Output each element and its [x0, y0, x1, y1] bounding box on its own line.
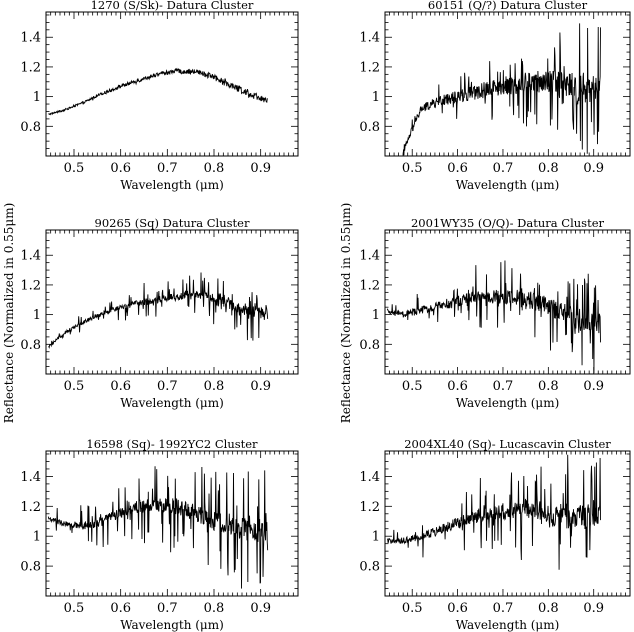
x-tick-label: 0.6 [110, 161, 131, 176]
panel-title: 2001WY35 (O/Q)- Datura Cluster [411, 216, 605, 230]
y-tick-label: 1 [33, 90, 41, 105]
y-tick-label: 1 [33, 308, 41, 323]
y-tick-label: 1 [372, 530, 380, 545]
panel-title: 2004XL40 (Sq)- Lucascavin Cluster [404, 437, 611, 451]
x-axis-label: Wavelength (μm) [456, 618, 560, 632]
panel-title: 60151 (Q/?) Datura Cluster [428, 0, 588, 12]
y-tick-label: 1.2 [359, 500, 380, 515]
y-tick-label: 1.4 [20, 31, 41, 46]
y-tick-label: 1.4 [20, 470, 41, 485]
y-tick-label: 0.8 [20, 120, 41, 135]
x-tick-label: 0.6 [110, 601, 131, 616]
spectrum-line [48, 272, 269, 349]
y-tick-label: 1.4 [359, 31, 380, 46]
x-axis-label: Wavelength (μm) [120, 618, 224, 632]
y-axis-label-right: Reflectance (Normalized in 0.55μm) [339, 203, 353, 424]
x-tick-label: 0.8 [538, 601, 559, 616]
x-tick-label: 0.7 [157, 161, 178, 176]
x-axis-label: Wavelength (μm) [120, 178, 224, 192]
y-tick-label: 1.4 [359, 470, 380, 485]
x-tick-label: 0.8 [204, 601, 225, 616]
x-tick-label: 0.6 [447, 161, 468, 176]
x-tick-label: 0.7 [493, 601, 514, 616]
spectrum-line [48, 67, 268, 116]
x-tick-label: 0.5 [64, 379, 85, 394]
x-tick-label: 0.6 [447, 379, 468, 394]
spectrum-line [47, 466, 269, 589]
panel-6: 2004XL40 (Sq)- Lucascavin Cluster 0.5 0.6 0… [359, 437, 631, 632]
y-tick-label: 1.2 [20, 278, 41, 293]
x-tick-label: 0.8 [538, 161, 559, 176]
y-tick-label: 1.2 [20, 500, 41, 515]
y-tick-label: 1 [33, 530, 41, 545]
x-axis-label: Wavelength (μm) [456, 178, 560, 192]
y-tick-label: 1.2 [359, 60, 380, 75]
y-tick-label: 0.8 [359, 560, 380, 575]
x-tick-label: 0.8 [204, 379, 225, 394]
x-tick-label: 0.8 [204, 161, 225, 176]
panel-title: 90265 (Sq) Datura Cluster [95, 216, 250, 230]
x-tick-label: 0.9 [583, 379, 604, 394]
panel-2: 60151 (Q/?) Datura Cluster 0.5 0.6 0.7 0.8 0.… [359, 0, 631, 192]
x-tick-label: 0.5 [402, 379, 423, 394]
x-tick-label: 0.6 [110, 379, 131, 394]
panel-3: 90265 (Sq) Datura Cluster 0.5 0.6 0.7 0.8 0.9… [20, 216, 299, 410]
panels-group: 1270 (S/Sk)- Datura Cluster 0.5 0.6 0.7 0.8 0… [20, 0, 631, 632]
x-tick-label: 0.9 [583, 161, 604, 176]
y-tick-label: 1.2 [359, 278, 380, 293]
y-tick-label: 0.8 [20, 338, 41, 353]
y-tick-label: 1 [372, 308, 380, 323]
x-tick-label: 0.8 [538, 379, 559, 394]
panel-1: 1270 (S/Sk)- Datura Cluster 0.5 0.6 0.7 0.8 0… [20, 0, 299, 192]
panel-5: 16598 (Sq)- 1992YC2 Cluster 0.5 0.6 0.7 0.8 0… [20, 437, 299, 632]
panel-title: 16598 (Sq)- 1992YC2 Cluster [86, 437, 258, 451]
y-tick-label: 0.8 [20, 560, 41, 575]
y-tick-label: 1 [372, 90, 380, 105]
panel-title: 1270 (S/Sk)- Datura Cluster [91, 0, 254, 12]
y-axis-label-left: Reflectance (Normalized in 0.55μm) [2, 203, 16, 424]
x-tick-label: 0.5 [402, 161, 423, 176]
x-tick-label: 0.7 [157, 379, 178, 394]
x-axis-label: Wavelength (μm) [120, 396, 224, 410]
x-tick-label: 0.5 [64, 601, 85, 616]
y-tick-label: 1.4 [359, 249, 380, 264]
x-tick-label: 0.9 [250, 379, 271, 394]
x-tick-label: 0.9 [583, 601, 604, 616]
x-tick-label: 0.5 [64, 161, 85, 176]
x-axis-label: Wavelength (μm) [456, 396, 560, 410]
spectrum-line [386, 260, 601, 374]
spectrum-line [386, 454, 601, 570]
x-tick-label: 0.9 [250, 601, 271, 616]
panel-4: 2001WY35 (O/Q)- Datura Cluster 0.5 0.6 0.7 0… [359, 216, 631, 410]
x-tick-label: 0.7 [157, 601, 178, 616]
spectrum-line [402, 23, 601, 156]
x-tick-label: 0.6 [447, 601, 468, 616]
x-tick-label: 0.9 [250, 161, 271, 176]
y-tick-label: 1.4 [20, 249, 41, 264]
x-tick-label: 0.7 [493, 161, 514, 176]
y-tick-label: 0.8 [359, 120, 380, 135]
x-tick-label: 0.7 [493, 379, 514, 394]
y-tick-label: 1.2 [20, 60, 41, 75]
y-tick-label: 0.8 [359, 338, 380, 353]
x-tick-label: 0.5 [402, 601, 423, 616]
